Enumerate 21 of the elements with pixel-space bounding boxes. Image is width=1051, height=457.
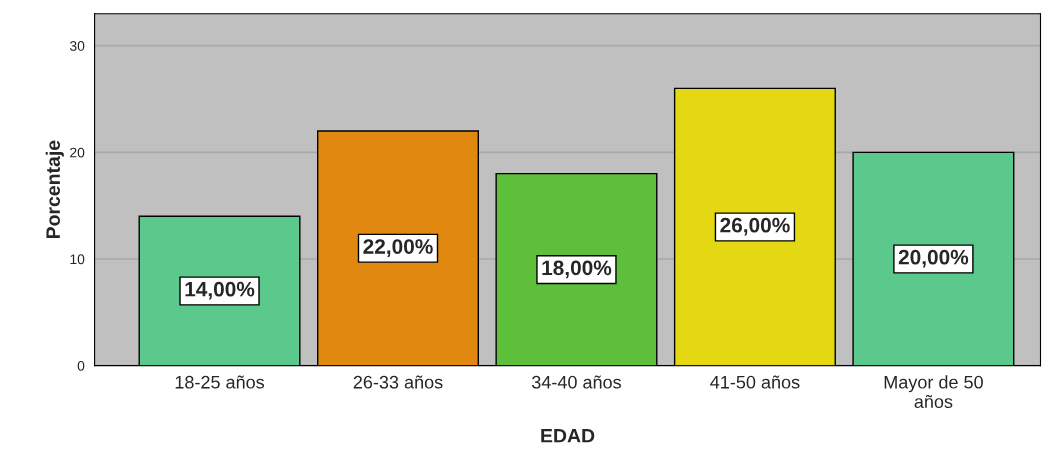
y-tick-label: 20 [70,147,85,158]
y-tick-label: 0 [77,360,85,371]
x-tick-label: 18-25 años [175,375,265,389]
data-label: 26,00% [720,217,790,236]
x-tick-label: 26-33 años [353,375,443,389]
bar [673,87,836,366]
x-tick-label: 34-40 años [531,375,621,389]
bar [852,151,1015,366]
x-axis-title: EDAD [541,428,595,443]
bar [138,215,301,366]
x-tick-label: 41-50 años [710,375,800,389]
data-label: 22,00% [363,239,433,257]
y-axis-title: Porcentaje [45,140,64,239]
x-tick-label: Mayor de 50 años [884,375,983,409]
data-label: 20,00% [898,249,969,268]
data-label: 14,00% [185,281,255,300]
data-label: 18,00% [542,260,612,279]
bar [495,172,658,366]
bar [316,130,479,366]
y-tick-label: 10 [70,254,85,265]
y-tick-label: 30 [69,41,85,51]
